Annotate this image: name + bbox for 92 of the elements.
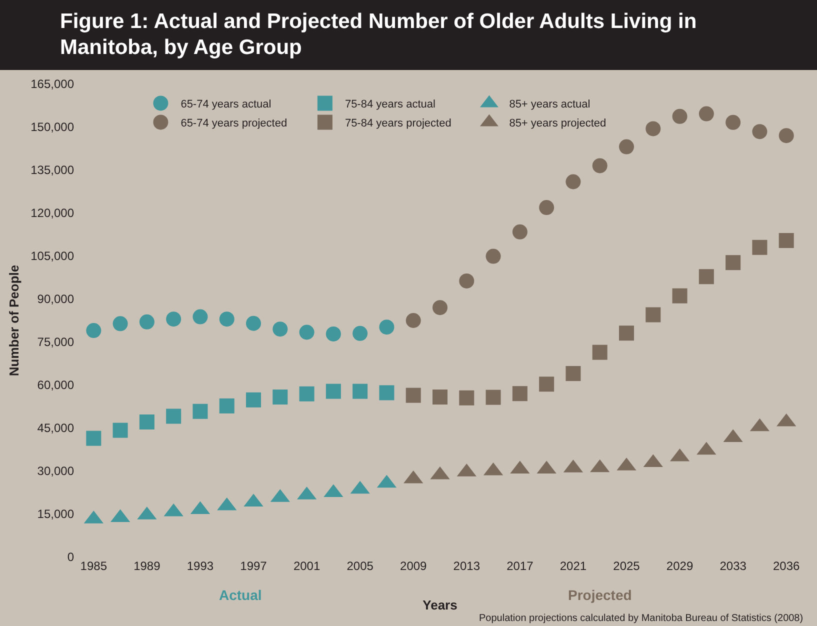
- point: [192, 309, 208, 324]
- point: [166, 408, 182, 424]
- legend-label: 65-74 years actual: [180, 98, 272, 111]
- point: [486, 248, 501, 264]
- point: [539, 376, 554, 392]
- point: [726, 255, 741, 270]
- point: [352, 326, 368, 341]
- point: [698, 269, 714, 284]
- point: [379, 385, 394, 400]
- y-tick-label: 105,000: [30, 249, 74, 264]
- point: [326, 326, 341, 342]
- y-axis-title: Number of People: [6, 264, 22, 376]
- y-tick-label: 120,000: [30, 206, 74, 220]
- legend-label: 85+ years projected: [509, 118, 606, 130]
- point: [272, 322, 288, 337]
- x-tick-label: 2021: [560, 559, 587, 573]
- point: [698, 106, 714, 122]
- point: [432, 300, 448, 316]
- legend-label: 85+ years actual: [509, 98, 590, 111]
- point: [726, 114, 741, 130]
- point: [406, 388, 421, 403]
- y-tick-label: 135,000: [30, 163, 74, 178]
- point: [752, 124, 768, 140]
- point: [272, 390, 288, 405]
- y-tick-label: 60,000: [37, 378, 74, 392]
- x-tick-label: 2036: [773, 559, 800, 573]
- point: [352, 384, 368, 399]
- x-tick-label: 2005: [346, 559, 374, 573]
- point: [778, 233, 794, 248]
- point: [86, 323, 102, 338]
- point: [646, 307, 661, 322]
- point: [566, 366, 581, 382]
- point: [192, 404, 208, 419]
- x-axis-title: Years: [422, 598, 458, 613]
- point: [432, 390, 448, 405]
- text: Actual: [219, 587, 262, 603]
- point: [112, 422, 128, 438]
- point: [778, 128, 794, 144]
- legend-label: 65-74 years projected: [180, 118, 288, 130]
- point: [619, 326, 634, 341]
- point: [246, 316, 261, 331]
- y-tick-label: 30,000: [37, 464, 74, 478]
- x-tick-label: 1989: [134, 559, 161, 573]
- point: [752, 240, 768, 255]
- point: [219, 312, 234, 327]
- point: [219, 398, 234, 414]
- legend-label: 75-84 years actual: [344, 98, 436, 111]
- point: [299, 386, 314, 402]
- point: [166, 312, 182, 327]
- x-tick-label: 2025: [613, 559, 640, 573]
- y-tick-label: 45,000: [37, 421, 74, 436]
- y-tick-label: 75,000: [37, 335, 74, 350]
- point: [619, 139, 634, 154]
- y-tick-label: 165,000: [30, 77, 74, 92]
- text: Population projections calculated by Manitoba Bureau of Statistics (2008): [479, 613, 804, 624]
- point: [406, 313, 421, 328]
- point: [459, 273, 474, 288]
- point: [139, 314, 154, 330]
- x-tick-label: 1993: [186, 559, 214, 573]
- point: [299, 324, 314, 340]
- x-tick-label: 1985: [80, 559, 108, 573]
- x-tick-label: 2017: [506, 559, 534, 573]
- point: [139, 414, 154, 430]
- point: [672, 108, 688, 124]
- point: [512, 386, 528, 402]
- x-tick-label: 1997: [240, 559, 268, 573]
- point: [592, 344, 608, 360]
- y-tick-label: 150,000: [30, 120, 74, 134]
- point: [566, 174, 581, 190]
- x-tick-label: 2033: [720, 559, 747, 573]
- text: Projected: [568, 587, 632, 603]
- point: [512, 224, 528, 240]
- point: [539, 200, 554, 216]
- y-tick-label: 0: [67, 550, 74, 564]
- point: [86, 430, 102, 446]
- point: [486, 390, 501, 405]
- point: [379, 320, 394, 335]
- x-tick-label: 2001: [293, 559, 320, 573]
- point: [459, 390, 474, 406]
- y-tick-label: 15,000: [37, 507, 74, 522]
- legend-label: 75-84 years projected: [344, 118, 452, 130]
- point: [112, 316, 128, 332]
- chart-title: Figure 1: Actual and Projected Number of Older Adults Living in Manitoba, by Age Group: [0, 0, 817, 70]
- point: [672, 288, 688, 304]
- point: [646, 121, 661, 136]
- x-tick-label: 2009: [400, 559, 428, 573]
- x-tick-label: 2013: [453, 559, 480, 573]
- y-tick-label: 90,000: [37, 292, 74, 306]
- point: [326, 384, 341, 399]
- point: [246, 392, 261, 408]
- point: [592, 158, 608, 174]
- x-tick-label: 2029: [666, 559, 694, 573]
